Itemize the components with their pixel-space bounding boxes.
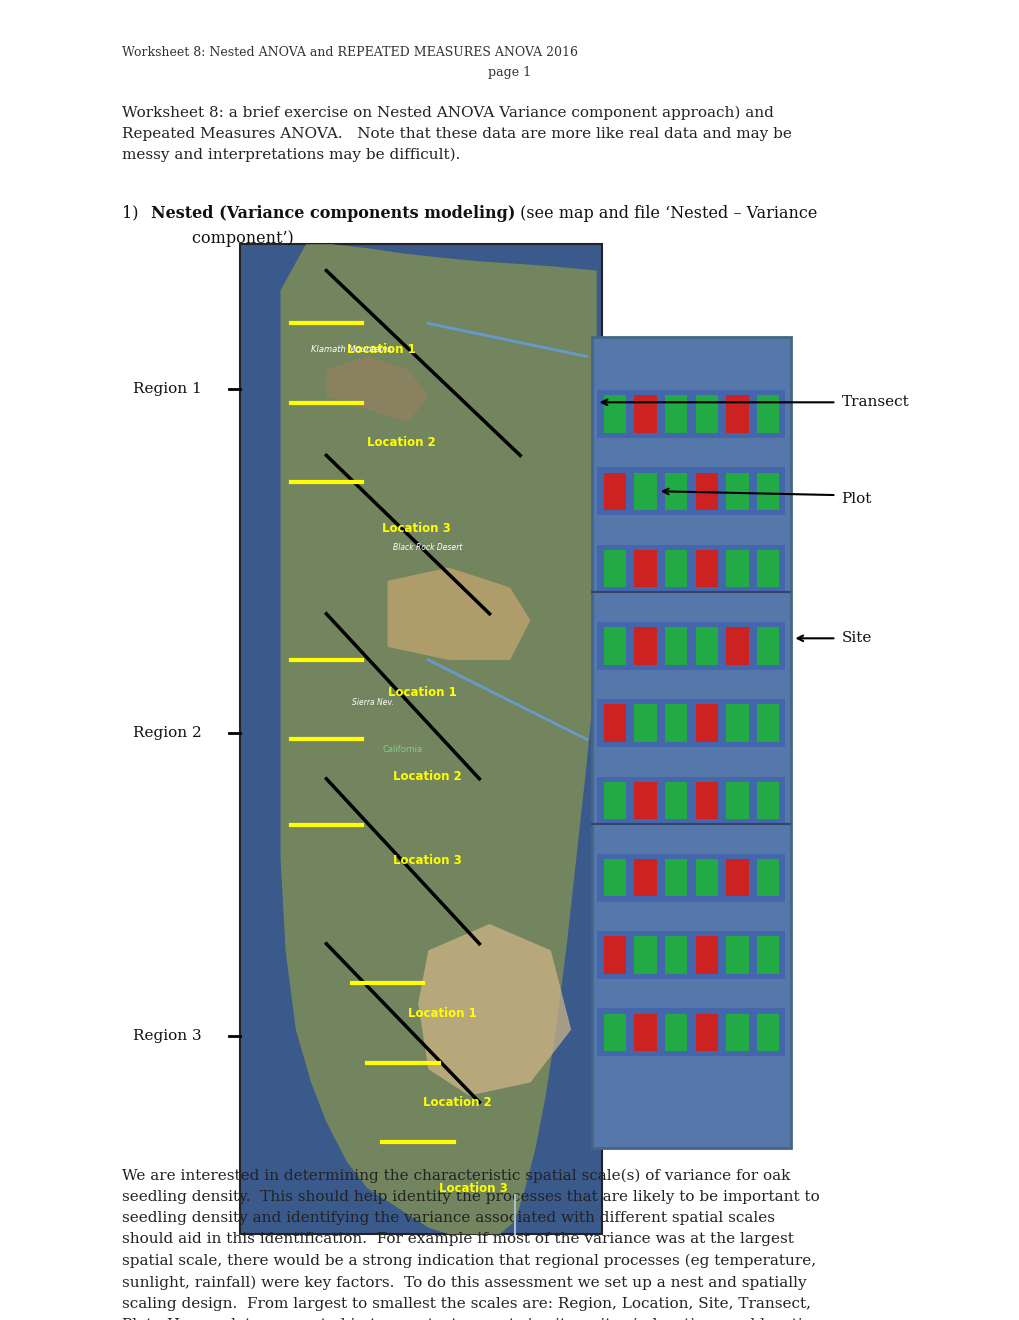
Text: Location 3: Location 3 [438, 1181, 506, 1195]
Text: Site: Site [841, 631, 871, 645]
Bar [756, 550, 779, 587]
Text: 1): 1) [122, 205, 139, 222]
Bar [726, 781, 748, 820]
Bar [591, 337, 790, 1148]
Bar [634, 473, 656, 510]
Bar [634, 627, 656, 664]
Bar [603, 627, 626, 664]
Bar [664, 395, 687, 433]
Bar [634, 705, 656, 742]
Bar [726, 1014, 748, 1051]
Bar [596, 622, 785, 669]
Bar [239, 244, 601, 1234]
Bar [634, 1014, 656, 1051]
Text: Location 1: Location 1 [408, 1007, 476, 1020]
Bar [695, 705, 717, 742]
Text: (see map and file ‘Nested – Variance: (see map and file ‘Nested – Variance [515, 205, 816, 222]
Bar [596, 931, 785, 979]
Bar [603, 1014, 626, 1051]
Text: Location 3: Location 3 [382, 521, 450, 535]
Text: Location 2: Location 2 [423, 1096, 491, 1109]
Bar [726, 627, 748, 664]
Bar [726, 859, 748, 896]
Bar [726, 473, 748, 510]
Bar [695, 1014, 717, 1051]
Bar [756, 1014, 779, 1051]
Polygon shape [387, 568, 530, 660]
Bar [603, 395, 626, 433]
Text: component’): component’) [151, 230, 293, 247]
Text: Region 2: Region 2 [132, 726, 201, 739]
Bar [596, 545, 785, 593]
Bar [756, 705, 779, 742]
Bar [664, 936, 687, 974]
Bar [726, 936, 748, 974]
Bar [695, 550, 717, 587]
Bar [664, 627, 687, 664]
Bar [634, 395, 656, 433]
Bar [664, 859, 687, 896]
Bar [596, 776, 785, 825]
Bar [726, 395, 748, 433]
Text: Klamath Mountains: Klamath Mountains [311, 346, 391, 354]
Text: Location 1: Location 1 [346, 343, 415, 356]
Bar [603, 705, 626, 742]
Bar [664, 705, 687, 742]
Bar [664, 473, 687, 510]
Bar [756, 395, 779, 433]
Bar [695, 859, 717, 896]
Text: Nested (Variance components modeling): Nested (Variance components modeling) [151, 205, 515, 222]
Bar [664, 781, 687, 820]
Bar [756, 627, 779, 664]
Bar [603, 473, 626, 510]
Text: Location 2: Location 2 [367, 436, 435, 449]
Text: Worksheet 8: Nested ANOVA and REPEATED MEASURES ANOVA 2016: Worksheet 8: Nested ANOVA and REPEATED M… [122, 46, 578, 59]
Bar [603, 550, 626, 587]
Bar [603, 859, 626, 896]
Bar [756, 781, 779, 820]
Bar [695, 936, 717, 974]
Text: Location 1: Location 1 [387, 686, 455, 700]
Bar [695, 473, 717, 510]
Bar [603, 781, 626, 820]
Text: We are interested in determining the characteristic spatial scale(s) of variance: We are interested in determining the cha… [122, 1168, 829, 1320]
Bar [695, 627, 717, 664]
Bar [664, 550, 687, 587]
Polygon shape [280, 244, 596, 1234]
Text: Location 2: Location 2 [392, 770, 461, 783]
Text: California: California [382, 746, 422, 754]
Polygon shape [326, 356, 428, 422]
Text: Black Rock Desert: Black Rock Desert [392, 544, 462, 552]
Bar [695, 781, 717, 820]
Bar [695, 395, 717, 433]
Text: Worksheet 8: a brief exercise on Nested ANOVA Variance component approach) and
R: Worksheet 8: a brief exercise on Nested … [122, 106, 792, 162]
Bar [634, 859, 656, 896]
Text: Region 1: Region 1 [132, 383, 201, 396]
Bar [596, 389, 785, 438]
Bar [634, 550, 656, 587]
Bar [756, 936, 779, 974]
Bar [756, 473, 779, 510]
Bar [726, 550, 748, 587]
Bar [756, 859, 779, 896]
Bar [596, 854, 785, 902]
Bar [664, 1014, 687, 1051]
Bar [603, 936, 626, 974]
Text: Transect: Transect [841, 395, 908, 409]
Text: Location 3: Location 3 [392, 854, 461, 867]
Bar [726, 705, 748, 742]
Bar [634, 781, 656, 820]
Bar [596, 700, 785, 747]
Bar [596, 467, 785, 515]
Bar [596, 1008, 785, 1056]
Bar [634, 936, 656, 974]
Text: page 1: page 1 [488, 66, 531, 79]
Text: Region 3: Region 3 [132, 1030, 201, 1043]
Text: Sierra Nev.: Sierra Nev. [352, 698, 393, 706]
Text: Plot: Plot [841, 492, 871, 506]
Polygon shape [418, 924, 571, 1096]
